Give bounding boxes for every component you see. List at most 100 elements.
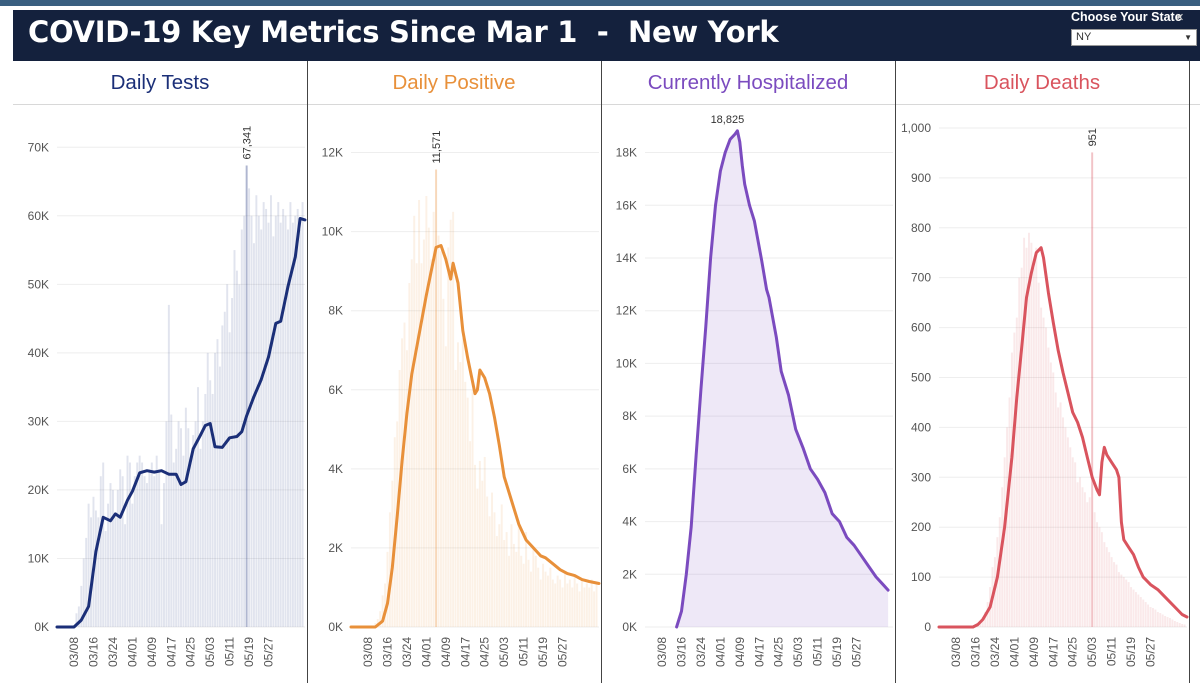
- x-tick-label: 03/24: [694, 637, 708, 667]
- bar: [124, 524, 127, 627]
- bar: [155, 455, 158, 627]
- bar: [381, 595, 384, 627]
- bar: [143, 476, 146, 627]
- x-tick-label: 05/03: [203, 637, 217, 667]
- bar: [262, 202, 265, 628]
- bar: [104, 531, 107, 627]
- chart-title-daily-deaths: Daily Deaths: [983, 71, 1101, 94]
- close-icon[interactable]: ✕: [1175, 12, 1185, 24]
- chart-daily-deaths: 0 100 200 300 400 500 600 700 800 900 1,000 03/08 03…: [901, 121, 1189, 667]
- bar: [454, 370, 457, 627]
- y-tick-label: 0K: [622, 620, 637, 634]
- bar: [578, 591, 581, 627]
- bar: [136, 462, 139, 627]
- x-tick-label: 04/01: [713, 637, 727, 667]
- bar: [508, 555, 511, 627]
- bar: [449, 219, 452, 627]
- bar: [165, 421, 168, 627]
- bar: [1108, 552, 1111, 627]
- panel-divider: [1189, 61, 1190, 683]
- x-tick-label: 05/11: [1105, 637, 1119, 666]
- bar: [226, 284, 229, 627]
- y-tick-label: 16K: [616, 198, 637, 212]
- state-select[interactable]: NY ▼: [1071, 29, 1197, 46]
- x-tick-label: 04/25: [1066, 637, 1080, 667]
- bar: [1030, 242, 1033, 628]
- x-tick-label: 05/19: [830, 637, 844, 667]
- bar: [549, 567, 552, 627]
- bar: [238, 284, 241, 627]
- bar: [128, 462, 131, 627]
- x-tick-label: 03/16: [86, 637, 100, 667]
- bar: [1093, 512, 1096, 627]
- bar: [466, 397, 469, 627]
- bar: [1003, 457, 1006, 627]
- bar: [1010, 352, 1013, 627]
- x-tick-label: 03/08: [655, 637, 669, 667]
- y-tick-label: 900: [911, 171, 931, 185]
- bar: [410, 259, 413, 627]
- x-tick-label: 05/11: [517, 637, 531, 666]
- bar: [172, 462, 175, 627]
- bar: [1013, 332, 1016, 627]
- bar: [1147, 604, 1150, 627]
- y-tick-label: 4K: [328, 462, 343, 476]
- bar: [1047, 347, 1050, 627]
- x-tick-label: 03/08: [949, 637, 963, 667]
- bar: [1139, 597, 1142, 627]
- state-select-value: NY: [1076, 31, 1092, 43]
- x-tick-label: 03/24: [106, 637, 120, 667]
- bar: [255, 195, 258, 628]
- bar: [474, 464, 476, 627]
- chart-title-daily-tests: Daily Tests: [110, 71, 210, 94]
- bar: [1144, 602, 1147, 627]
- bar: [109, 483, 112, 627]
- bar: [287, 229, 289, 628]
- bar: [461, 338, 464, 627]
- bar: [214, 352, 217, 627]
- y-tick-label: 700: [911, 271, 931, 285]
- bar: [163, 483, 165, 627]
- bar: [160, 524, 163, 627]
- x-tick-label: 04/01: [125, 637, 139, 667]
- x-tick-label: 04/17: [752, 637, 766, 667]
- dashboard-header: COVID-19 Key Metrics Since Mar 1 - New Y…: [13, 10, 1200, 61]
- bar: [503, 540, 506, 627]
- x-tick-label: 03/16: [674, 637, 688, 667]
- bar: [493, 512, 496, 627]
- bar: [209, 380, 212, 627]
- bar: [510, 524, 513, 627]
- bar: [1045, 327, 1047, 627]
- bar: [401, 338, 404, 627]
- bar: [534, 555, 537, 627]
- bar: [1120, 574, 1123, 627]
- y-tick-label: 60K: [28, 209, 49, 223]
- bar: [158, 469, 161, 627]
- x-tick-label: 04/09: [1027, 637, 1041, 667]
- y-tick-label: 30K: [28, 414, 49, 428]
- bar: [1035, 247, 1038, 628]
- chevron-down-icon[interactable]: ▼: [1184, 33, 1192, 42]
- bar: [194, 421, 197, 627]
- bar: [481, 480, 484, 627]
- bar: [1032, 267, 1035, 627]
- bar: [116, 489, 119, 627]
- bar: [427, 227, 430, 627]
- bar: [184, 407, 187, 627]
- bar: [265, 208, 268, 628]
- bar: [595, 583, 598, 627]
- bar: [80, 585, 83, 627]
- bar: [1018, 277, 1021, 627]
- page-title: COVID-19 Key Metrics Since Mar 1 - New Y…: [28, 15, 779, 49]
- bar: [1117, 572, 1120, 627]
- bar: [267, 222, 270, 628]
- bar: [425, 196, 428, 627]
- bar: [585, 583, 588, 627]
- panel-divider: [307, 61, 308, 683]
- x-tick-label: 04/09: [439, 637, 453, 667]
- bar: [257, 215, 260, 628]
- x-tick-label: 03/08: [361, 637, 375, 667]
- top-accent-strip: [0, 0, 1200, 6]
- y-tick-label: 6K: [622, 462, 637, 476]
- bar: [408, 283, 411, 627]
